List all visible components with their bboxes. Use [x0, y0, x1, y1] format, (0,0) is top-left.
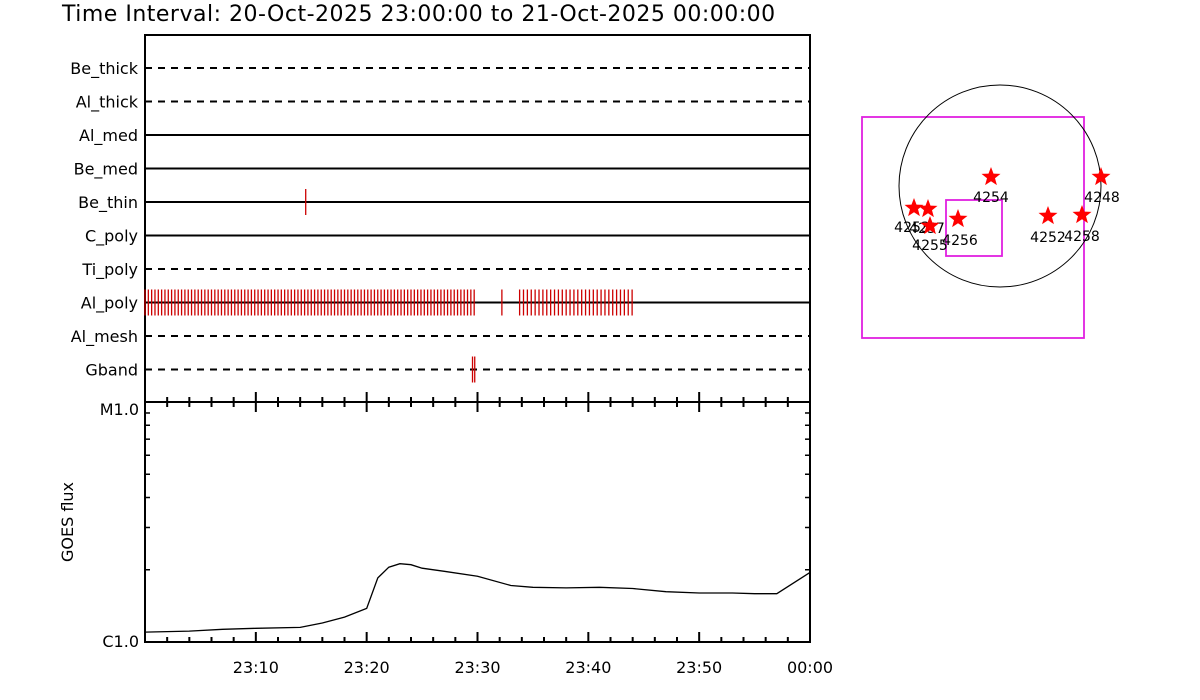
region-star-4256 — [948, 209, 968, 228]
region-star-4254 — [981, 167, 1001, 186]
x-tick-label: 00:00 — [787, 658, 833, 677]
region-star-4253 — [904, 198, 924, 217]
x-tick-label: 23:30 — [454, 658, 500, 677]
row-label-al_poly: Al_poly — [81, 294, 138, 314]
x-tick-label: 23:20 — [344, 658, 390, 677]
row-label-be_med: Be_med — [74, 160, 138, 180]
solar-disk — [898, 84, 1102, 288]
region-label-4256: 4256 — [942, 233, 978, 249]
region-star-4248 — [1091, 167, 1111, 186]
row-label-c_poly: C_poly — [85, 227, 138, 247]
row-label-al_med: Al_med — [79, 126, 138, 146]
x-tick-label: 23:10 — [233, 658, 279, 677]
region-label-4255: 4255 — [912, 238, 948, 254]
goes-flux-panel: M1.0 C1.0 GOES flux 23:10 23:20 23:30 23:40 23:… — [58, 400, 833, 677]
row-label-ti_poly: Ti_poly — [81, 260, 138, 280]
x-tick-label: 23:40 — [565, 658, 611, 677]
solar-map-panel: 42544248425642524258425342574255 — [861, 84, 1120, 339]
y-axis-label: GOES flux — [58, 482, 77, 562]
timeline-frame — [144, 34, 811, 403]
attenuator-timeline-panel: Be_thick Al_thick Al_med Be_med Be_thin C_pol… — [70, 34, 811, 403]
x-tick-label: 23:50 — [676, 658, 722, 677]
region-star-4258 — [1072, 205, 1092, 224]
row-label-be_thin: Be_thin — [78, 193, 138, 213]
region-label-4252: 4252 — [1030, 230, 1066, 246]
map-inner-box — [945, 199, 1003, 257]
time-interval-title: Time Interval: 20-Oct-2025 23:00:00 to 2… — [62, 2, 776, 27]
row-label-al_thick: Al_thick — [76, 93, 139, 113]
region-star-4252 — [1038, 206, 1058, 225]
region-star-4257 — [918, 199, 938, 218]
y-tick-label-bottom: C1.0 — [102, 632, 139, 651]
goes-frame — [144, 401, 811, 643]
row-label-gband: Gband — [85, 361, 138, 380]
region-label-4248: 4248 — [1084, 190, 1120, 206]
goes-flux-line — [144, 563, 811, 633]
row-label-be_thick: Be_thick — [70, 59, 138, 79]
row-label-al_mesh: Al_mesh — [71, 327, 138, 347]
y-tick-label-top: M1.0 — [100, 400, 139, 419]
region-star-4255 — [920, 216, 940, 235]
region-label-4253: 4253 — [894, 220, 930, 236]
region-label-4254: 4254 — [973, 190, 1009, 206]
region-label-4258: 4258 — [1064, 229, 1100, 245]
map-outer-box — [861, 116, 1085, 339]
